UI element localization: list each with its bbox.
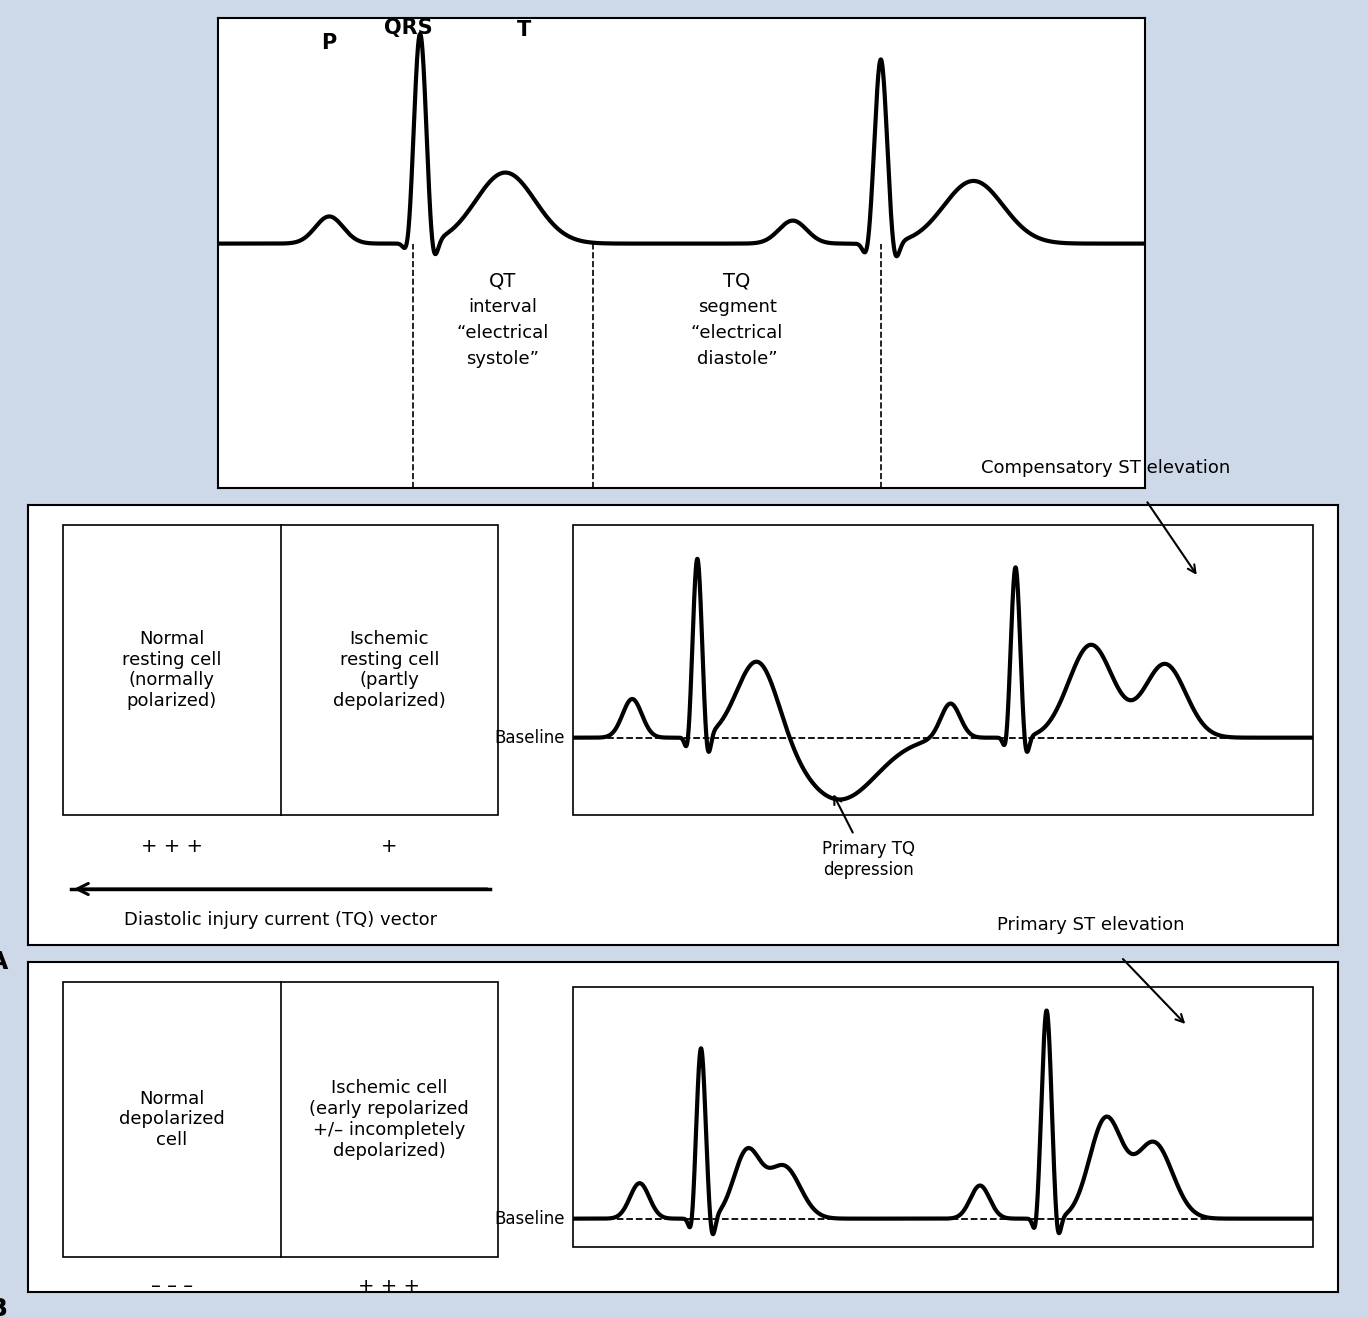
Text: TQ: TQ (724, 271, 751, 291)
Text: A: A (0, 950, 8, 975)
Text: systole”: systole” (466, 350, 539, 367)
Text: Normal
depolarized
cell: Normal depolarized cell (119, 1089, 224, 1150)
Text: “electrical: “electrical (691, 324, 784, 342)
Text: +: + (382, 838, 398, 856)
Text: Primary TQ
depression: Primary TQ depression (822, 840, 915, 878)
Text: + + +: + + + (141, 838, 202, 856)
Text: Ischemic
resting cell
(partly
depolarized): Ischemic resting cell (partly depolarize… (332, 630, 446, 710)
Text: QT: QT (490, 271, 517, 291)
Text: QRS: QRS (383, 18, 432, 38)
Text: B: B (0, 1297, 8, 1317)
Text: diastole”: diastole” (696, 350, 777, 367)
Text: – – –: – – – (150, 1277, 193, 1296)
Text: segment: segment (698, 298, 777, 316)
Text: Primary ST elevation: Primary ST elevation (997, 917, 1185, 934)
Bar (573, 986, 1313, 1247)
Text: Compensatory ST elevation: Compensatory ST elevation (981, 460, 1230, 477)
Text: Baseline: Baseline (494, 1209, 565, 1227)
Text: Diastolic injury current (TQ) vector: Diastolic injury current (TQ) vector (124, 911, 436, 928)
Text: interval: interval (469, 298, 538, 316)
Text: P: P (321, 33, 337, 54)
Text: Baseline: Baseline (494, 728, 565, 747)
Text: Normal
resting cell
(normally
polarized): Normal resting cell (normally polarized) (122, 630, 222, 710)
Bar (63, 982, 498, 1256)
Bar (63, 525, 498, 815)
Text: T: T (517, 20, 531, 40)
Text: Ischemic cell
(early repolarized
+/– incompletely
depolarized): Ischemic cell (early repolarized +/– inc… (309, 1080, 469, 1160)
Text: + + +: + + + (358, 1277, 420, 1296)
Bar (573, 525, 1313, 815)
Text: “electrical: “electrical (457, 324, 549, 342)
